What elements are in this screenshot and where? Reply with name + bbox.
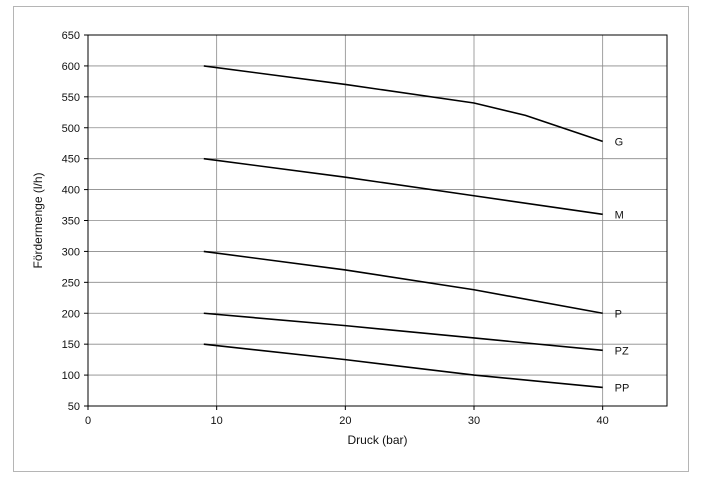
x-tick-label: 30 — [468, 415, 480, 427]
x-tick-label: 40 — [597, 415, 609, 427]
series-line-m — [203, 157, 603, 216]
y-tick-label: 500 — [62, 123, 80, 135]
x-tick-label: 10 — [211, 415, 223, 427]
series-lines — [203, 65, 603, 389]
series-label-g: G — [615, 136, 624, 148]
series-label-m: M — [615, 209, 624, 221]
x-axis-ticks: 0 10 20 30 40 — [85, 406, 609, 427]
series-line-p — [203, 250, 603, 315]
y-axis-title: Fördermenge (l/h) — [31, 172, 45, 268]
y-tick-label: 450 — [62, 154, 80, 166]
y-tick-label: 650 — [62, 30, 80, 42]
y-tick-label: 400 — [62, 185, 80, 197]
chart-frame — [13, 6, 689, 472]
series-line-pz — [203, 312, 603, 352]
grid-lines — [87, 34, 667, 407]
series-labels: G M P PZ PP — [615, 136, 630, 394]
series-line-g — [203, 65, 603, 143]
y-tick-label: 350 — [62, 216, 80, 228]
y-tick-label: 150 — [62, 339, 80, 351]
y-tick-label: 200 — [62, 308, 80, 320]
y-tick-label: 600 — [62, 61, 80, 73]
series-label-p: P — [615, 308, 622, 320]
y-tick-label: 300 — [62, 246, 80, 258]
x-tick-label: 0 — [85, 415, 91, 427]
x-axis-title: Druck (bar) — [347, 433, 407, 447]
series-line-pp — [203, 343, 603, 389]
y-axis-ticks: 50 100 150 200 250 300 350 400 450 500 550 600 650 — [62, 30, 88, 413]
x-tick-label: 20 — [339, 415, 351, 427]
series-label-pz: PZ — [615, 345, 629, 357]
y-tick-label: 250 — [62, 277, 80, 289]
series-label-pp: PP — [615, 382, 630, 394]
y-tick-label: 550 — [62, 92, 80, 104]
y-tick-label: 50 — [68, 401, 80, 413]
y-tick-label: 100 — [62, 370, 80, 382]
